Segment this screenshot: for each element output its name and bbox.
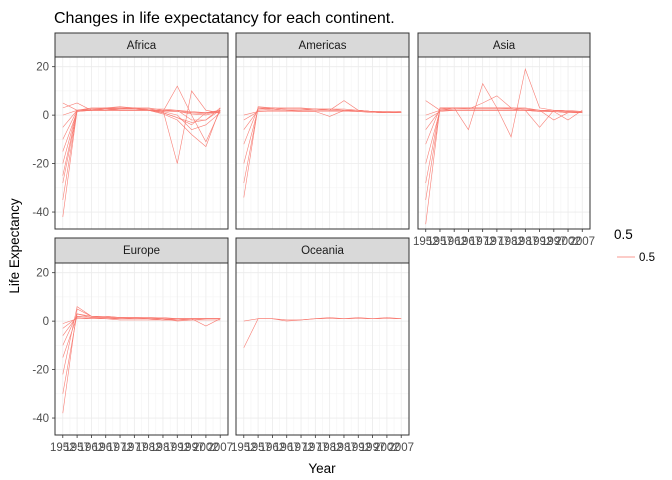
x-tick-label: 2007 xyxy=(388,442,414,454)
x-tick-label: 1997 xyxy=(541,236,567,248)
x-tick-label: 1987 xyxy=(331,442,357,454)
strip-label: Americas xyxy=(299,40,347,52)
chart-title: Changes in life expectatancy for each co… xyxy=(54,10,395,27)
legend: 0.5 0.5 xyxy=(614,227,655,264)
x-tick-label: 1992 xyxy=(345,442,371,454)
facet-oceania: Oceania 195219571962196719721977198219871… xyxy=(231,237,414,454)
x-tick-label: 1977 xyxy=(303,442,329,454)
strip-label: Oceania xyxy=(301,245,344,257)
x-tick-label: 1972 xyxy=(288,442,314,454)
panel-border xyxy=(54,56,229,230)
x-axis-title: Year xyxy=(308,461,336,476)
panel-border xyxy=(54,262,229,436)
x-tick-label: 1997 xyxy=(360,442,386,454)
x-tick-label: 1957 xyxy=(427,236,453,248)
x-tick-label: 2002 xyxy=(374,442,400,454)
x-tick-label: 1992 xyxy=(527,236,553,248)
y-tick-label: -40 xyxy=(32,207,49,219)
y-tick-label: 0 xyxy=(43,316,49,328)
panel-border xyxy=(417,56,591,230)
strip-background xyxy=(235,32,410,58)
legend-label: 0.5 xyxy=(639,252,655,264)
x-tick-label: 1977 xyxy=(484,236,510,248)
x-tick-label: 2002 xyxy=(555,236,581,248)
x-tick-label: 1972 xyxy=(470,236,496,248)
series-line xyxy=(243,317,402,322)
panel-border xyxy=(235,56,410,230)
x-tick-label: 1987 xyxy=(150,442,176,454)
y-axis-title: Life Expectancy xyxy=(7,198,22,294)
series-line xyxy=(62,318,221,324)
x-tick-label: 1967 xyxy=(274,442,300,454)
y-tick-label: 0 xyxy=(43,110,49,122)
y-tick-label: -40 xyxy=(32,413,49,425)
x-tick-label: 1962 xyxy=(79,442,105,454)
strip-label: Africa xyxy=(127,40,157,52)
x-tick-label: 1957 xyxy=(245,442,271,454)
strip-label: Asia xyxy=(493,40,516,52)
x-tick-label: 1982 xyxy=(136,442,162,454)
x-tick-label: 2002 xyxy=(193,442,219,454)
strip-background xyxy=(54,237,229,264)
x-tick-label: 1972 xyxy=(107,442,133,454)
x-tick-label: 1992 xyxy=(164,442,190,454)
strip-background xyxy=(54,32,229,58)
x-tick-label: 1952 xyxy=(231,442,257,454)
x-tick-label: 1952 xyxy=(413,236,439,248)
x-tick-label: 1952 xyxy=(50,442,76,454)
x-tick-label: 1967 xyxy=(456,236,482,248)
series-line xyxy=(243,110,402,121)
y-tick-label: 20 xyxy=(36,268,49,280)
x-tick-label: 1962 xyxy=(260,442,286,454)
y-tick-label: 20 xyxy=(36,62,49,74)
x-tick-label: 1987 xyxy=(513,236,539,248)
series-line xyxy=(425,100,583,113)
x-tick-label: 2007 xyxy=(207,442,233,454)
x-tick-label: 2007 xyxy=(569,236,595,248)
x-tick-label: 1962 xyxy=(441,236,467,248)
strip-background xyxy=(235,237,410,264)
y-tick-label: -20 xyxy=(32,159,49,171)
x-tick-label: 1982 xyxy=(498,236,524,248)
panel-border xyxy=(235,262,410,436)
legend-title: 0.5 xyxy=(614,227,633,242)
facet-americas: Americas xyxy=(235,32,410,230)
y-tick-label: -20 xyxy=(32,365,49,377)
strip-label: Europe xyxy=(123,245,160,257)
x-tick-label: 1967 xyxy=(93,442,119,454)
x-tick-label: 1997 xyxy=(179,442,205,454)
series-line xyxy=(425,108,583,130)
strip-background xyxy=(417,32,591,58)
series-line xyxy=(425,95,583,145)
series-line xyxy=(243,111,402,116)
x-tick-label: 1957 xyxy=(64,442,90,454)
facet-africa: Africa -40 -20 0 20 xyxy=(32,32,229,230)
series-line xyxy=(62,102,221,113)
facet-europe: Europe-40-200201952195719621967197219771… xyxy=(32,237,233,454)
x-tick-label: 1982 xyxy=(317,442,343,454)
facet-asia: Asia 195219571962196719721977198219871992… xyxy=(413,32,595,248)
x-tick-label: 1977 xyxy=(122,442,148,454)
